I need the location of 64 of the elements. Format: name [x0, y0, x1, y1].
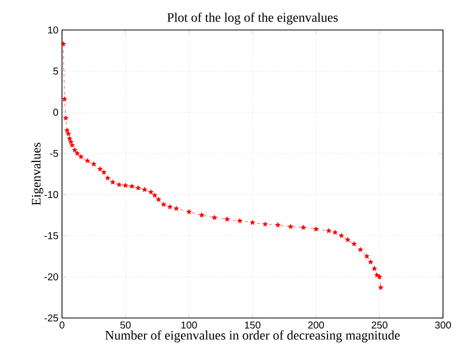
point: [326, 228, 332, 234]
point: [62, 96, 68, 102]
point: [60, 40, 66, 46]
x-tick-label: 250: [372, 322, 388, 329]
point: [122, 182, 128, 188]
y-tick-label: 5: [53, 68, 58, 75]
point: [116, 182, 122, 188]
point: [198, 212, 205, 218]
chart-title: Plot of the log of the eigenvalues: [167, 12, 338, 24]
point: [167, 204, 173, 210]
y-axis-title: Eigenvalues: [31, 142, 44, 206]
point: [378, 284, 384, 290]
point: [78, 154, 84, 160]
x-tick-label: 100: [181, 322, 197, 329]
point: [148, 189, 154, 195]
x-tick-label: 200: [308, 322, 324, 329]
point: [364, 253, 370, 259]
point: [160, 201, 166, 207]
point: [101, 169, 107, 175]
point: [152, 192, 158, 198]
y-tick-label: -15: [44, 232, 58, 240]
point: [173, 206, 180, 211]
point: [84, 158, 90, 164]
point: [104, 175, 111, 181]
point: [275, 222, 281, 228]
point: [212, 214, 218, 220]
point: [236, 218, 243, 224]
point: [135, 184, 142, 190]
point: [262, 221, 268, 227]
point: [72, 147, 78, 153]
point: [97, 166, 103, 172]
y-tick-label: 10: [48, 26, 58, 34]
point: [69, 142, 76, 148]
y-tick-label: -10: [44, 191, 58, 198]
y-tick-label: -5: [50, 150, 58, 157]
point: [344, 236, 351, 242]
point: [62, 115, 69, 120]
point: [338, 232, 344, 238]
point: [368, 259, 374, 264]
point: [66, 136, 72, 142]
y-tick-label: 0: [53, 108, 58, 116]
point: [250, 220, 256, 225]
point: [288, 224, 294, 230]
point: [313, 226, 319, 232]
point: [142, 186, 148, 192]
x-tick-label: 50: [120, 322, 131, 329]
x-axis-title: Number of eigenvalues in order of decreasing magnitude: [105, 330, 400, 342]
point: [224, 216, 230, 222]
y-tick-label: -20: [44, 273, 58, 280]
point: [66, 130, 72, 136]
point: [90, 161, 97, 167]
point: [300, 224, 306, 230]
x-tick-label: 300: [435, 322, 451, 329]
point: [372, 266, 378, 272]
point: [186, 208, 192, 214]
point: [110, 179, 116, 185]
point: [358, 246, 364, 252]
point: [156, 196, 162, 202]
x-tick-label: 150: [244, 322, 260, 329]
y-tick-label: -25: [44, 314, 58, 322]
point: [351, 240, 357, 246]
point: [332, 229, 338, 235]
point: [74, 150, 80, 156]
x-tick-label: 0: [60, 322, 64, 329]
